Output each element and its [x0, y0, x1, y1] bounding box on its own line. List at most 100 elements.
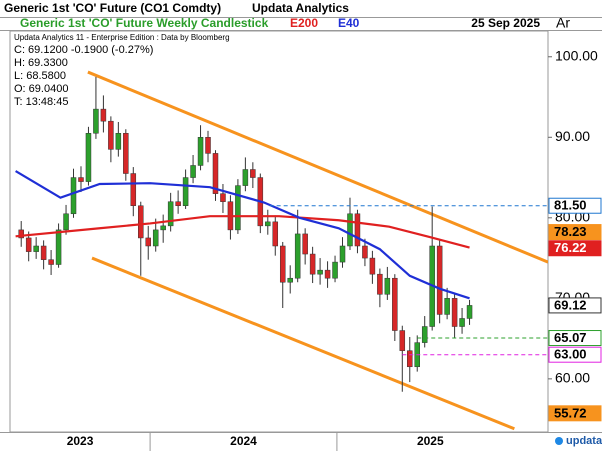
candle-body [317, 269, 323, 275]
x-tick-label: 2025 [417, 434, 444, 448]
candle-body [182, 177, 189, 206]
candle-body [160, 225, 166, 231]
info-line: O: 69.0400 [14, 83, 68, 95]
candle-body [339, 245, 346, 263]
corner-label: Ar [556, 15, 570, 31]
candle-body [332, 261, 338, 279]
info-line: L: 68.5800 [14, 70, 66, 82]
logo-icon [555, 437, 563, 445]
candle-body [309, 253, 316, 275]
candle-body [354, 213, 361, 247]
candle-body [279, 245, 286, 283]
candle-body [392, 277, 398, 331]
candle-body [220, 193, 226, 202]
candle-body [70, 177, 77, 215]
candle-body [459, 318, 465, 327]
candle-body [324, 269, 331, 279]
y-tick-label: 100.00 [555, 47, 598, 63]
candle-body [175, 201, 181, 206]
x-tick-label: 2024 [230, 434, 257, 448]
candle-body [407, 350, 413, 368]
candle-body [347, 213, 353, 247]
candle-body [197, 137, 204, 166]
candle-body [377, 273, 383, 295]
candle-body [287, 277, 293, 283]
candle-body [451, 298, 458, 327]
info-line: H: 69.3300 [14, 57, 68, 69]
candle-body [123, 133, 129, 174]
candle-body [100, 108, 107, 122]
info-box: Updata Analytics 11 - Enterprise Edition… [14, 33, 230, 108]
level-tag-label: 76.22 [554, 240, 587, 255]
candle-body [55, 229, 62, 265]
candle-body [93, 108, 99, 134]
candle-body [384, 277, 391, 295]
info-line: T: 13:48:45 [14, 96, 68, 108]
level-tag [548, 297, 602, 314]
level-tag-label: 81.50 [554, 198, 587, 213]
candle-body [63, 213, 69, 231]
candle-body [242, 169, 249, 186]
candle-body [130, 173, 137, 206]
candle-body [444, 298, 450, 315]
plot-area [15, 70, 548, 431]
candle-body [85, 133, 92, 182]
level-tag [548, 224, 602, 241]
candle-body [235, 185, 241, 231]
candle-body [18, 229, 24, 239]
trendline [91, 256, 515, 431]
level-tag [548, 240, 602, 257]
y-tick-label: 60.00 [555, 370, 590, 386]
level-tag-label: 69.12 [554, 297, 587, 312]
legend-entry: E200 [290, 16, 318, 30]
candle-body [302, 233, 308, 255]
level-tag-label: 78.23 [554, 224, 587, 239]
candle-body [399, 330, 406, 351]
level-tag [548, 330, 602, 347]
candle-body [466, 305, 473, 319]
candle-body [265, 221, 271, 227]
ma-line [15, 170, 470, 300]
candle-body [48, 259, 54, 265]
logo: updata [555, 435, 602, 447]
chart-title: Generic 1st 'CO' Future (CO1 Comdty) [4, 1, 221, 15]
candle-body [25, 237, 32, 252]
candle-body [190, 165, 196, 178]
level-tag [548, 405, 602, 422]
candle-body [108, 120, 114, 150]
publisher: Updata Analytics [252, 1, 349, 15]
candle-body [421, 326, 428, 343]
level-tag [548, 346, 602, 363]
legend-entry: E40 [338, 16, 360, 30]
candle-body [294, 233, 301, 279]
candle-body [167, 201, 174, 227]
candle-body [362, 245, 368, 259]
info-line: Updata Analytics 11 - Enterprise Edition… [14, 33, 230, 42]
candle-body [205, 137, 211, 154]
candle-body [250, 169, 256, 178]
y-tick-label: 90.00 [555, 128, 590, 144]
candle-body [115, 133, 122, 150]
candle-body [369, 257, 376, 275]
candle-body [33, 245, 39, 252]
ma-line [15, 215, 470, 249]
level-tag [548, 197, 602, 214]
candle-body [145, 237, 151, 247]
level-tag-label: 55.72 [554, 405, 587, 420]
candle-body [138, 205, 144, 239]
candle-body [40, 245, 47, 260]
candle-body [436, 245, 443, 315]
x-tick-label: 2023 [67, 434, 94, 448]
level-tag-label: 63.00 [554, 347, 587, 362]
subtitle: Generic 1st 'CO' Future Weekly Candlesti… [20, 16, 269, 30]
level-tag-label: 65.07 [554, 330, 587, 345]
date: 25 Sep 2025 [471, 16, 540, 30]
candle-body [212, 153, 219, 194]
candle-body [272, 221, 279, 247]
trendline [87, 70, 548, 264]
logo-text: updata [566, 435, 602, 447]
info-line: C: 69.1200 -0.1900 (-0.27%) [14, 44, 153, 56]
candle-body [152, 229, 159, 247]
